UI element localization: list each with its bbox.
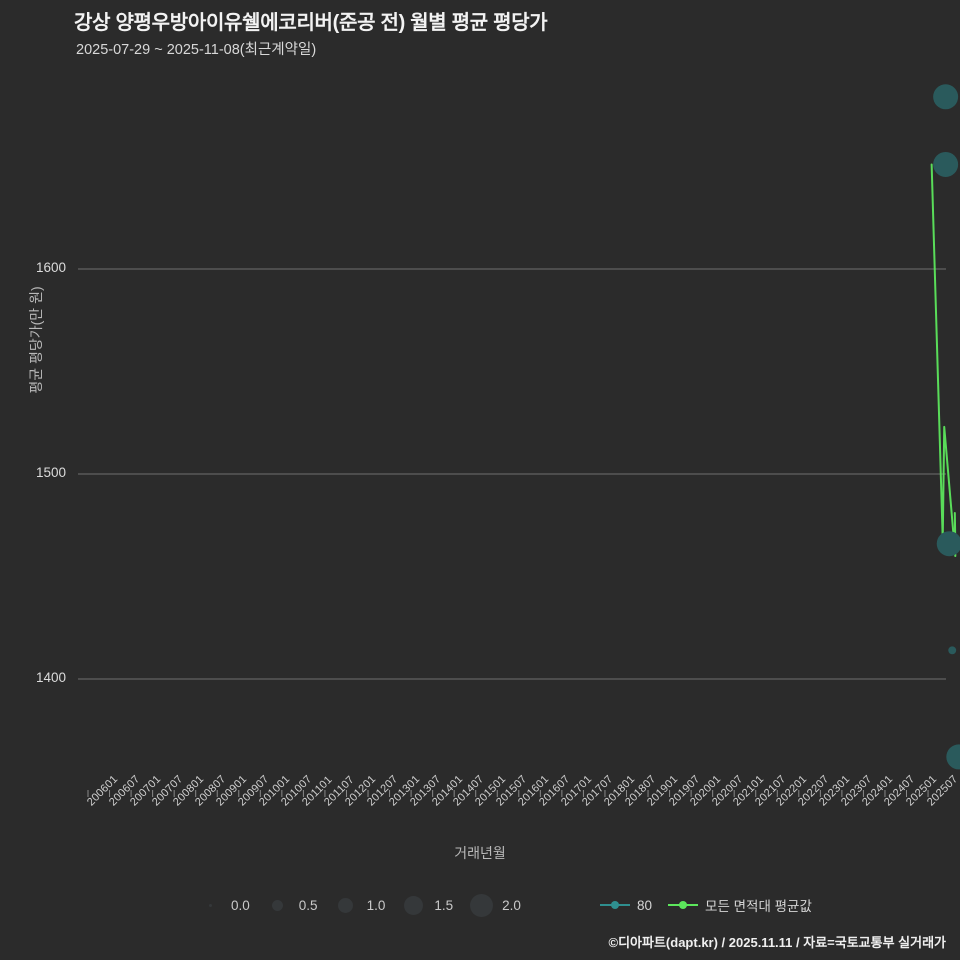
y-tick-label: 1500	[35, 465, 66, 480]
data-point[interactable]	[948, 646, 957, 655]
legend-series-item[interactable]: 80	[600, 898, 652, 913]
legend-series-item[interactable]: 모든 면적대 평균값	[668, 895, 812, 915]
series-line	[930, 163, 957, 557]
data-point[interactable]	[946, 744, 960, 770]
legend-size-dot	[338, 897, 354, 913]
legend-dot-swatch	[679, 901, 688, 909]
legend-series-label: 모든 면적대 평균값	[705, 899, 812, 914]
footer-credit: ©디아파트(dapt.kr) / 2025.11.11 / 자료=국토교통부 실…	[608, 935, 946, 950]
legend-size-dot-slot	[196, 903, 224, 907]
series-points	[933, 84, 960, 770]
legend-size-label: 1.5	[434, 897, 454, 913]
data-point[interactable]	[933, 84, 959, 110]
chart-subtitle: 2025-07-29 ~ 2025-11-08(최근계약일)	[76, 42, 317, 58]
legend-series-label: 80	[637, 897, 653, 913]
legend-size-label: 2.0	[502, 897, 521, 913]
legend-size-dot-slot	[332, 897, 360, 913]
x-axis-title: 거래년월	[454, 845, 506, 861]
legend-size-label: 0.0	[231, 897, 250, 913]
series-lines	[930, 163, 957, 557]
legend-size-dot-slot	[264, 899, 292, 911]
legend-size-label: 0.5	[298, 897, 318, 913]
legend-size-item: 1.0	[332, 897, 386, 913]
legend-size-item: 1.5	[399, 895, 454, 915]
data-point[interactable]	[936, 531, 960, 557]
legend-size-label: 1.0	[366, 897, 386, 913]
y-tick-label: 1600	[35, 260, 66, 275]
y-tick-label: 1400	[35, 670, 66, 685]
legend-size-dot	[403, 895, 423, 915]
gridlines	[78, 268, 946, 680]
legend-series-marker	[600, 899, 630, 911]
legend-size-scale: 0.0 0.5 1.0 1.5 2.0	[196, 888, 535, 922]
legend-size-item: 2.0	[467, 893, 521, 917]
legend-size-dot-slot	[399, 895, 427, 915]
legend-size-dot	[272, 899, 284, 911]
data-point[interactable]	[933, 151, 959, 177]
chart-legend: 0.0 0.5 1.0 1.5 2.0 80 모든 면적대 평균값	[0, 888, 960, 922]
legend-size-item: 0.0	[196, 898, 250, 913]
legend-series-list: 80 모든 면적대 평균값	[600, 888, 812, 922]
legend-dot-swatch	[611, 901, 619, 909]
page-title: 강상 양평우방아이유쉘에코리버(준공 전) 월별 평균 평당가	[74, 12, 548, 34]
legend-size-dot-slot	[467, 893, 495, 917]
legend-size-item: 0.5	[264, 898, 318, 913]
legend-size-dot	[208, 903, 212, 907]
legend-series-marker	[668, 899, 699, 911]
x-tick-marks	[87, 790, 929, 797]
legend-size-dot	[469, 893, 493, 917]
